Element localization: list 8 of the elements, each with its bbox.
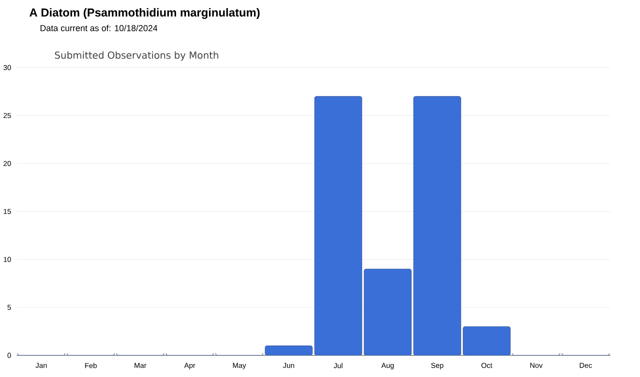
bar (413, 96, 462, 356)
chart-title: A Diatom (Psammothidium marginulatum) (30, 8, 260, 20)
bar (314, 96, 362, 356)
bar (462, 326, 511, 356)
bar (264, 346, 313, 356)
bar (364, 269, 412, 356)
text: Submitted Observations by Month (55, 52, 218, 61)
chart-subtitle: Data current as of: 10/18/2024 (40, 25, 158, 32)
